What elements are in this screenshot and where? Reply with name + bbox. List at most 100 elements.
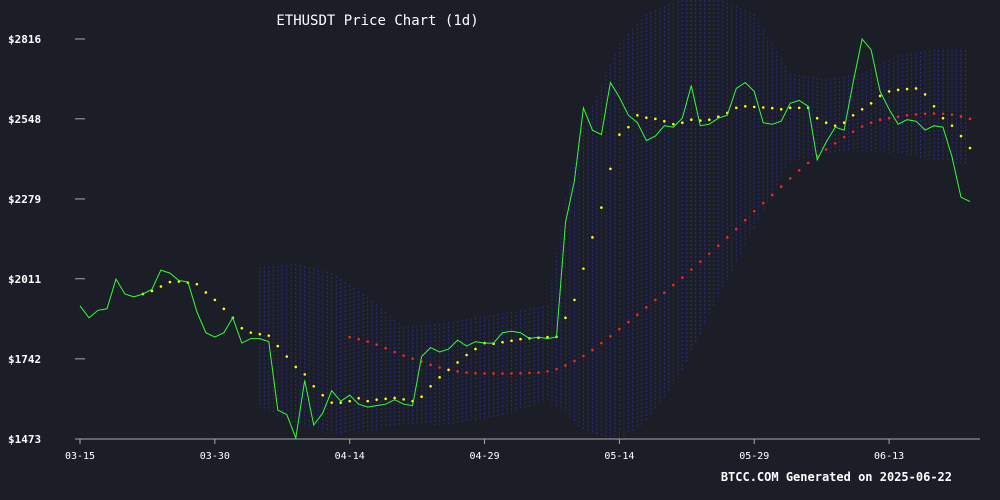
short-average-point xyxy=(779,107,783,111)
short-average-point xyxy=(447,368,450,372)
short-average-point xyxy=(357,396,360,400)
long-average-point xyxy=(456,370,459,373)
long-average-point xyxy=(510,372,513,375)
long-average-point xyxy=(627,320,630,324)
short-average-point xyxy=(249,331,253,334)
long-average-point xyxy=(734,227,738,231)
short-average-point xyxy=(573,298,576,302)
short-average-point xyxy=(923,93,927,96)
price-line xyxy=(79,37,971,441)
long-average-point xyxy=(348,335,351,339)
long-average-point xyxy=(609,334,612,338)
short-average-point xyxy=(285,355,289,358)
long-average-point xyxy=(483,372,486,375)
short-average-point xyxy=(393,396,396,400)
long-average-point xyxy=(869,121,873,124)
long-average-point xyxy=(860,125,864,128)
long-average-point xyxy=(725,236,729,239)
long-average-point xyxy=(699,260,702,264)
short-average-point xyxy=(564,316,567,320)
short-average-point xyxy=(887,90,891,93)
short-average-point xyxy=(429,384,432,388)
long-average-point xyxy=(681,276,684,279)
short-average-point xyxy=(195,282,199,286)
long-average-point xyxy=(582,354,585,358)
short-average-point xyxy=(707,118,711,122)
long-average-point xyxy=(752,209,756,213)
long-average-point xyxy=(707,252,711,256)
short-average-point xyxy=(204,291,208,294)
long-average-point xyxy=(959,115,963,118)
long-average-point xyxy=(465,371,468,374)
long-average-point xyxy=(618,327,621,331)
long-average-point xyxy=(474,371,477,375)
short-average-point xyxy=(330,401,334,404)
short-average-point xyxy=(375,398,378,401)
long-average-point xyxy=(564,364,567,367)
short-average-point xyxy=(168,280,172,284)
x-tick-label: 04-14 xyxy=(335,451,365,462)
short-average-point xyxy=(905,87,909,91)
long-average-point xyxy=(950,113,954,116)
short-average-point xyxy=(582,267,585,270)
long-average-point xyxy=(501,372,504,375)
short-average-point xyxy=(402,398,405,401)
short-average-point xyxy=(609,167,612,171)
long-average-point xyxy=(573,359,576,363)
short-average-point xyxy=(833,124,837,127)
long-average-point xyxy=(591,348,594,352)
short-average-point xyxy=(968,146,972,150)
long-average-point xyxy=(645,306,648,309)
short-moving-average-series xyxy=(141,87,972,404)
long-average-point xyxy=(797,169,801,172)
short-average-point xyxy=(213,298,217,302)
short-average-point xyxy=(950,124,954,127)
x-tick-label: 03-15 xyxy=(65,451,95,462)
long-average-point xyxy=(932,112,936,115)
long-average-point xyxy=(851,130,855,133)
long-average-point xyxy=(663,291,666,295)
short-average-point xyxy=(438,376,441,379)
short-average-point xyxy=(716,115,720,119)
long-average-point xyxy=(402,354,405,357)
long-average-point xyxy=(393,350,396,354)
short-average-point xyxy=(267,334,271,337)
footer-credit: BTCC.COM Generated on 2025-06-22 xyxy=(720,470,952,484)
long-average-point xyxy=(411,357,414,360)
volatility-band xyxy=(259,0,967,440)
short-average-point xyxy=(654,117,657,121)
long-average-point xyxy=(528,371,531,375)
axes: $2816 $2548 $2279 $2011 $1742 $1473 03-15 03-30… xyxy=(8,33,980,462)
long-average-point xyxy=(761,201,765,205)
long-average-point xyxy=(537,371,540,374)
short-average-point xyxy=(734,106,738,110)
long-average-point xyxy=(824,148,828,151)
long-average-point xyxy=(519,371,522,375)
short-average-point xyxy=(222,307,226,311)
long-average-point xyxy=(672,283,675,287)
short-average-point xyxy=(842,121,846,124)
long-average-point xyxy=(384,346,387,350)
short-average-point xyxy=(941,116,945,120)
short-average-point xyxy=(645,116,648,119)
short-average-point xyxy=(474,347,477,351)
short-average-point xyxy=(815,116,819,120)
y-tick-label: $2816 xyxy=(8,33,41,46)
short-average-point xyxy=(591,236,594,239)
short-average-point xyxy=(681,121,684,124)
x-tick-label: 05-14 xyxy=(604,451,634,462)
long-average-point xyxy=(770,193,774,197)
long-average-point xyxy=(806,161,810,165)
short-average-point xyxy=(761,106,765,109)
long-average-point xyxy=(788,177,792,180)
short-average-point xyxy=(752,105,756,109)
short-average-point xyxy=(366,399,369,403)
short-average-point xyxy=(510,339,513,343)
short-average-point xyxy=(258,332,262,336)
long-average-point xyxy=(923,112,927,116)
short-average-point xyxy=(159,285,163,288)
long-average-point xyxy=(743,218,747,222)
short-average-point xyxy=(690,118,693,122)
x-tick-label: 05-29 xyxy=(739,451,769,462)
